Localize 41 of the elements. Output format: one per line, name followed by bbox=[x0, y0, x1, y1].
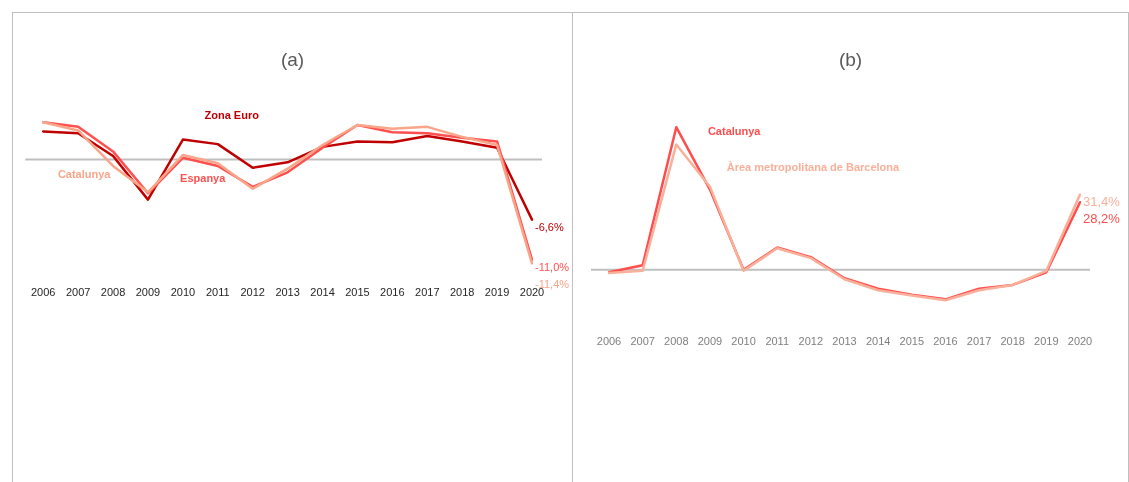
x-tick-label: 2019 bbox=[484, 286, 510, 299]
x-tick-label: 2012 bbox=[798, 335, 824, 348]
x-tick-label: 2015 bbox=[345, 286, 370, 299]
text: Catalunya bbox=[707, 124, 762, 137]
x-tick-label: 2006 bbox=[596, 335, 622, 348]
x-tick-label: 2016 bbox=[380, 286, 405, 299]
x-tick-label: 2014 bbox=[310, 286, 335, 299]
series-label: Zona Euro bbox=[204, 109, 260, 122]
x-tick-label: 2010 bbox=[731, 335, 756, 348]
chart-title: (b) bbox=[837, 49, 864, 71]
x-tick-label: 2006 bbox=[30, 286, 56, 299]
x-tick-label: 2016 bbox=[933, 335, 958, 348]
x-tick-label: 2019 bbox=[1034, 335, 1059, 348]
x-tick-label: 2009 bbox=[697, 335, 723, 348]
data-label: -11,0% bbox=[535, 260, 570, 273]
x-tick-label: 2018 bbox=[1000, 335, 1025, 348]
x-tick-label: 2007 bbox=[65, 286, 91, 299]
data-label: -11,4% bbox=[535, 277, 570, 290]
x-tick-label: 2008 bbox=[664, 335, 689, 348]
series-label: Espanya bbox=[180, 171, 227, 184]
x-tick-label: 2011 bbox=[205, 286, 230, 299]
x-tick-label: 2020 bbox=[1067, 335, 1093, 348]
x-tick-label: 2015 bbox=[899, 335, 925, 348]
x-tick-label: 2018 bbox=[449, 286, 475, 299]
x-tick-label: 2013 bbox=[275, 286, 300, 299]
series-label: Catalunya bbox=[57, 168, 112, 181]
x-tick-label: 2009 bbox=[135, 286, 161, 299]
data-label: -6,6% bbox=[535, 220, 564, 233]
x-tick-label: 2010 bbox=[170, 286, 196, 299]
x-tick-label: 2008 bbox=[100, 286, 126, 299]
series-label: Àrea metropolitana de Barcelona bbox=[726, 161, 901, 174]
data-label: 31,4% bbox=[1083, 194, 1121, 210]
x-tick-label: 2011 bbox=[765, 335, 790, 348]
data-label: 28,2% bbox=[1083, 211, 1121, 227]
x-tick-label: 2014 bbox=[865, 335, 891, 348]
chart-title: (a) bbox=[279, 49, 306, 71]
x-tick-label: 2013 bbox=[832, 335, 857, 348]
x-tick-label: 2012 bbox=[240, 286, 265, 299]
x-tick-label: 2017 bbox=[415, 286, 440, 299]
x-tick-label: 2007 bbox=[630, 335, 655, 348]
x-tick-label: 2017 bbox=[966, 335, 992, 348]
